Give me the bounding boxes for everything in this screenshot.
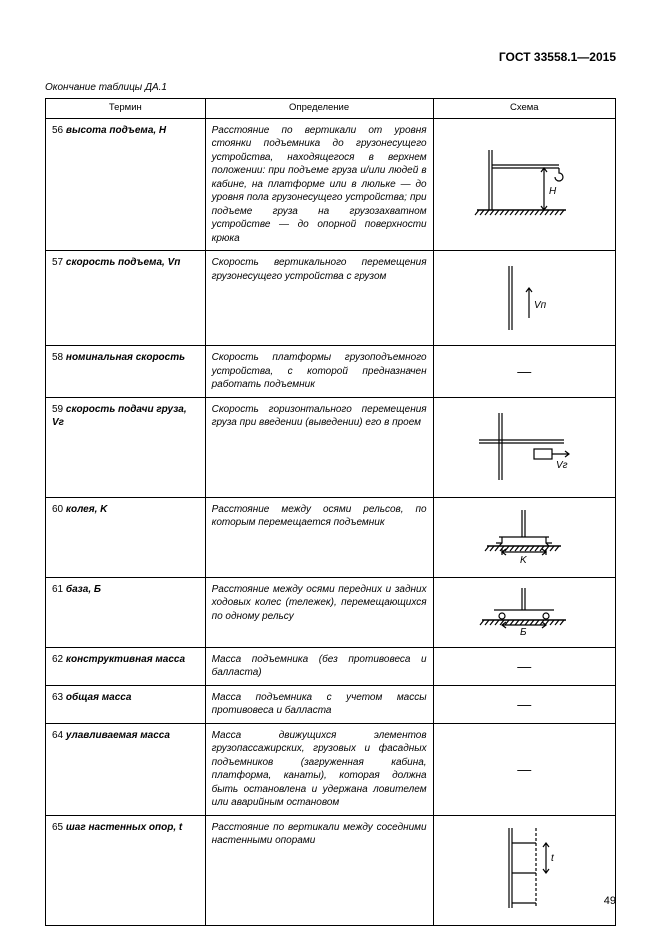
scheme-cell: Vг — [433, 397, 615, 497]
table-row: 56 высота подъема, HРасстояние по вертик… — [46, 118, 616, 251]
document-code: ГОСТ 33558.1—2015 — [45, 50, 616, 64]
svg-text:Vг: Vг — [556, 460, 568, 471]
table-row: 61 база, БРасстояние между осями передни… — [46, 577, 616, 647]
term-cell: 61 база, Б — [46, 577, 206, 647]
definition-cell: Расстояние по вертикали от уровня стоянк… — [205, 118, 433, 251]
page-number: 49 — [604, 895, 616, 907]
scheme-cell: H — [433, 118, 615, 251]
page: ГОСТ 33558.1—2015 Окончание таблицы ДА.1… — [0, 0, 661, 935]
header-definition: Определение — [205, 99, 433, 119]
definition-cell: Масса подъемника с учетом массы противов… — [205, 685, 433, 723]
definition-cell: Масса подъемника (без противовеса и балл… — [205, 647, 433, 685]
term-cell: 63 общая масса — [46, 685, 206, 723]
scheme-cell: — — [433, 647, 615, 685]
definition-cell: Скорость вертикального перемещения грузо… — [205, 251, 433, 346]
table-row: 64 улавливаемая массаМасса движущихся эл… — [46, 723, 616, 815]
svg-text:H: H — [549, 186, 557, 197]
definition-cell: Расстояние между осями рельсов, по котор… — [205, 497, 433, 577]
table-row: 62 конструктивная массаМасса подъемника … — [46, 647, 616, 685]
scheme-cell: — — [433, 685, 615, 723]
definition-cell: Расстояние по вертикали между соседними … — [205, 815, 433, 925]
svg-text:Б: Б — [520, 627, 527, 638]
table-header-row: Термин Определение Схема — [46, 99, 616, 119]
term-cell: 57 скорость подъема, Vп — [46, 251, 206, 346]
term-cell: 59 скорость подачи груза, Vг — [46, 397, 206, 497]
table-row: 59 скорость подачи груза, VгСкорость гор… — [46, 397, 616, 497]
term-cell: 60 колея, K — [46, 497, 206, 577]
header-term: Термин — [46, 99, 206, 119]
term-cell: 64 улавливаемая масса — [46, 723, 206, 815]
term-cell: 65 шаг настенных опор, t — [46, 815, 206, 925]
terms-table: Термин Определение Схема 56 высота подъе… — [45, 98, 616, 926]
scheme-cell: — — [433, 346, 615, 398]
table-row: 57 скорость подъема, VпСкорость вертикал… — [46, 251, 616, 346]
scheme-cell: Б — [433, 577, 615, 647]
table-row: 58 номинальная скоростьСкорость платформ… — [46, 346, 616, 398]
scheme-cell: t — [433, 815, 615, 925]
table-row: 65 шаг настенных опор, tРасстояние по ве… — [46, 815, 616, 925]
table-caption: Окончание таблицы ДА.1 — [45, 82, 616, 93]
term-cell: 56 высота подъема, H — [46, 118, 206, 251]
svg-text:K: K — [520, 555, 528, 566]
svg-text:t: t — [551, 853, 555, 864]
table-row: 60 колея, KРасстояние между осями рельсо… — [46, 497, 616, 577]
scheme-cell: — — [433, 723, 615, 815]
header-scheme: Схема — [433, 99, 615, 119]
term-cell: 58 номинальная скорость — [46, 346, 206, 398]
term-cell: 62 конструктивная масса — [46, 647, 206, 685]
table-row: 63 общая массаМасса подъемника с учетом … — [46, 685, 616, 723]
scheme-cell: Vп — [433, 251, 615, 346]
svg-text:Vп: Vп — [534, 300, 547, 311]
definition-cell: Масса движущихся элементов грузопассажир… — [205, 723, 433, 815]
definition-cell: Скорость платформы грузоподъемного устро… — [205, 346, 433, 398]
scheme-cell: K — [433, 497, 615, 577]
definition-cell: Расстояние между осями передних и задних… — [205, 577, 433, 647]
definition-cell: Скорость горизонтального перемещения гру… — [205, 397, 433, 497]
